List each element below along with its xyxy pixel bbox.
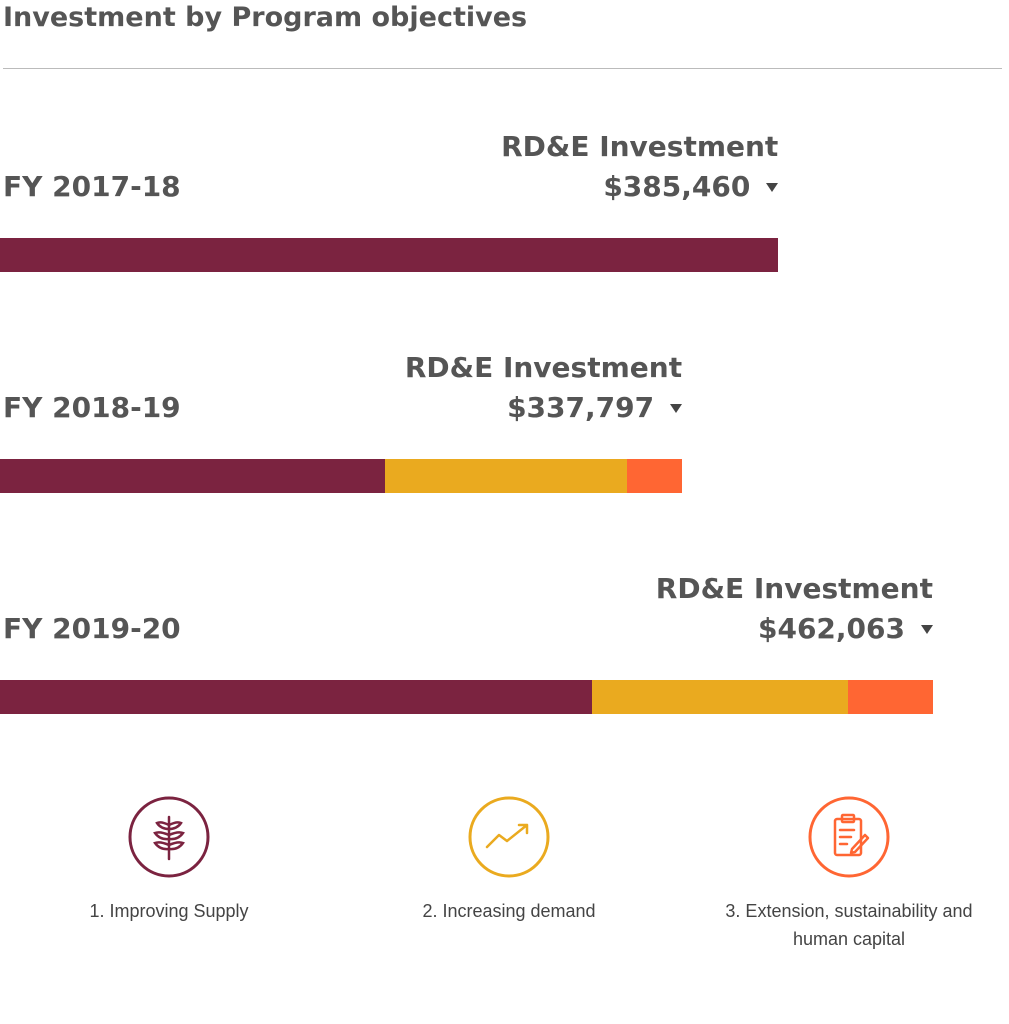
legend-label: 3. Extension, sustainability and human c… xyxy=(725,901,973,949)
bar-segment xyxy=(627,459,683,493)
category-label: FY 2017-18 xyxy=(3,170,181,203)
bar-segment xyxy=(0,680,593,714)
legend-icon xyxy=(468,796,550,878)
total-caption: RD&E Investment xyxy=(404,351,683,384)
dropdown-arrow xyxy=(766,183,779,192)
bar-segment xyxy=(385,459,628,493)
total-label: $385,460 xyxy=(603,170,751,203)
bar-segment xyxy=(0,459,386,493)
bar-segment xyxy=(592,680,848,714)
total-label: $337,797 xyxy=(507,391,655,424)
legend-icon xyxy=(808,796,890,878)
legend-item: 2. Increasing demand xyxy=(359,795,659,925)
bar-segment xyxy=(0,238,779,272)
total-caption: RD&E Investment xyxy=(655,572,933,605)
divider xyxy=(3,68,1002,69)
legend-icon xyxy=(128,796,210,878)
legend-item: 3. Extension, sustainability and human c… xyxy=(699,795,999,953)
bar-segment xyxy=(848,680,933,714)
legend-label: 1. Improving Supply xyxy=(89,901,249,921)
chart-title: Investment by Program objectives xyxy=(3,2,528,33)
total-caption: RD&E Investment xyxy=(501,130,779,163)
dropdown-arrow xyxy=(670,404,683,413)
legend-item: 1. Improving Supply xyxy=(19,795,319,925)
category-label: FY 2018-19 xyxy=(3,391,181,424)
dropdown-arrow xyxy=(921,625,933,634)
total-label: $462,063 xyxy=(757,612,905,645)
legend-label: 2. Increasing demand xyxy=(422,901,596,921)
category-label: FY 2019-20 xyxy=(3,612,181,645)
